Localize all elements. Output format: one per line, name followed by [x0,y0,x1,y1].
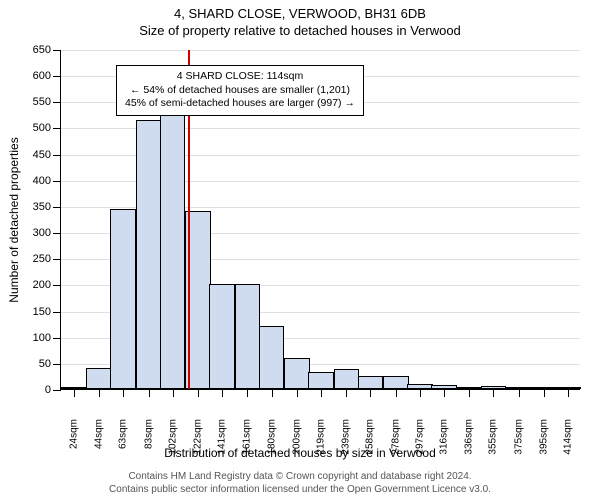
y-tick-label: 200 [33,279,51,291]
x-tick [544,389,545,397]
histogram-bar [259,326,284,389]
y-tick-label: 100 [33,332,51,344]
x-tick [222,389,223,397]
histogram-bar [383,376,408,389]
x-axis-label: Distribution of detached houses by size … [0,446,600,460]
x-tick [370,389,371,397]
x-tick [247,389,248,397]
annotation-line: 4 SHARD CLOSE: 114sqm [125,70,355,84]
x-tick [420,389,421,397]
y-tick [53,364,61,365]
x-tick [396,389,397,397]
x-tick [444,389,445,397]
footer-attribution: Contains HM Land Registry data © Crown c… [0,471,600,496]
y-tick [53,338,61,339]
annotation-box: 4 SHARD CLOSE: 114sqm← 54% of detached h… [116,65,364,116]
x-tick-label: 24sqm [68,419,79,449]
y-tick [53,312,61,313]
y-tick-label: 450 [33,149,51,161]
x-tick [173,389,174,397]
x-tick [469,389,470,397]
footer-line-1: Contains HM Land Registry data © Crown c… [0,471,600,484]
page-title: 4, SHARD CLOSE, VERWOOD, BH31 6DB [0,0,600,21]
histogram-bar [334,369,359,389]
y-tick [53,285,61,286]
y-tick [53,233,61,234]
y-tick [53,128,61,129]
x-tick [198,389,199,397]
x-tick [149,389,150,397]
histogram-bar [110,209,135,389]
histogram-bar [86,368,111,389]
y-tick-label: 150 [33,306,51,318]
x-tick [297,389,298,397]
gridline-h [61,50,580,51]
y-tick-label: 550 [33,96,51,108]
histogram-bar [284,358,309,389]
x-tick [519,389,520,397]
footer-line-2: Contains public sector information licen… [0,484,600,497]
y-tick-label: 300 [33,227,51,239]
histogram-bar [308,372,333,389]
histogram-bar [235,284,260,389]
y-tick-label: 500 [33,122,51,134]
y-tick-label: 250 [33,253,51,265]
y-tick [53,181,61,182]
page-subtitle: Size of property relative to detached ho… [0,21,600,38]
x-tick [321,389,322,397]
y-tick [53,102,61,103]
x-tick [272,389,273,397]
x-tick [568,389,569,397]
x-tick-label: 63sqm [118,419,129,449]
histogram-bar [136,120,161,389]
annotation-line: 45% of semi-detached houses are larger (… [125,97,355,111]
y-tick-label: 0 [45,384,51,396]
y-tick [53,259,61,260]
y-axis-label: Number of detached properties [7,137,21,302]
histogram-chart: 0501001502002503003504004505005506006502… [60,50,580,390]
plot-area: 0501001502002503003504004505005506006502… [60,50,580,390]
y-tick [53,390,61,391]
x-tick-label: 83sqm [143,419,154,449]
histogram-bar [209,284,234,389]
x-tick [346,389,347,397]
y-tick [53,50,61,51]
y-tick [53,155,61,156]
x-tick [99,389,100,397]
y-tick-label: 600 [33,70,51,82]
x-tick [123,389,124,397]
histogram-bar [358,376,383,389]
x-tick [493,389,494,397]
y-tick [53,76,61,77]
x-tick-label: 44sqm [94,419,105,449]
annotation-line: ← 54% of detached houses are smaller (1,… [125,84,355,98]
y-tick-label: 50 [39,358,51,370]
y-tick-label: 650 [33,44,51,56]
histogram-bar [160,109,185,389]
x-tick [74,389,75,397]
y-tick [53,207,61,208]
y-tick-label: 400 [33,175,51,187]
y-tick-label: 350 [33,201,51,213]
